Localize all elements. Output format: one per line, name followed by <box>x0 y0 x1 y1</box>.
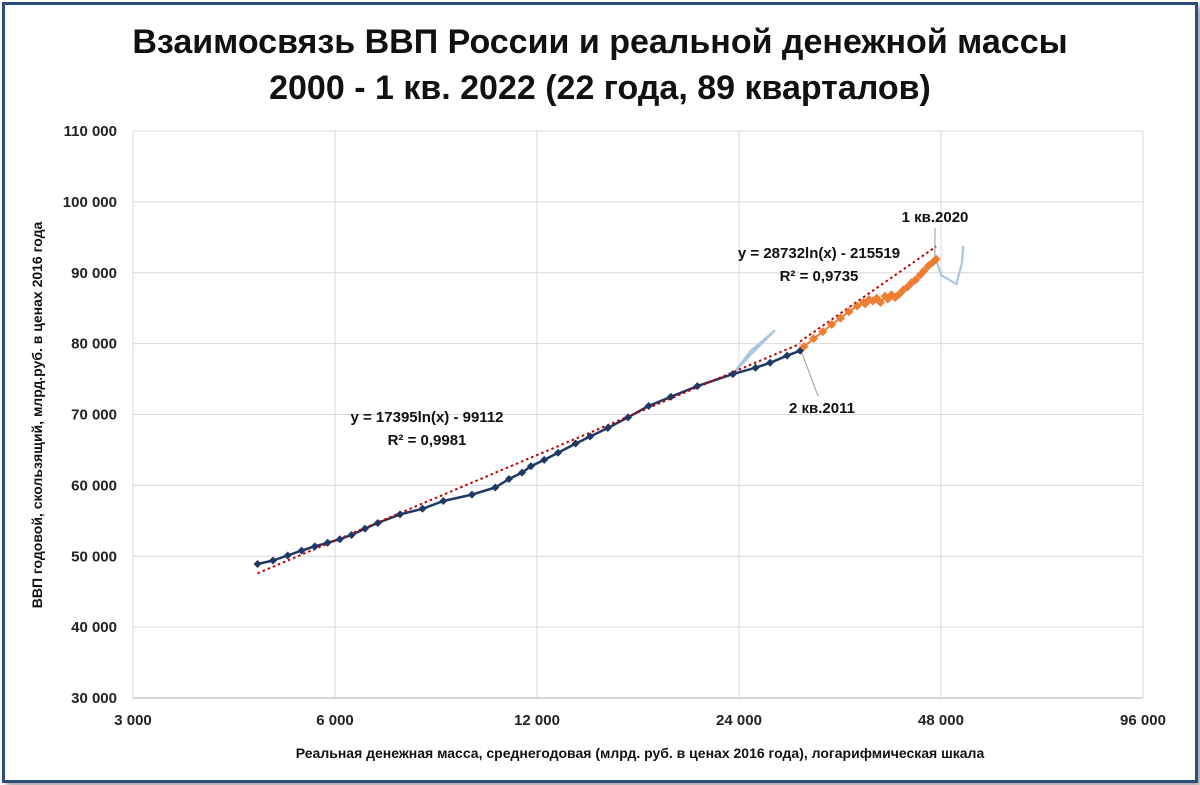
trend1-equation: y = 17395ln(x) - 99112 <box>350 409 503 426</box>
trend1-r2: R² = 0,9981 <box>388 432 467 449</box>
y-tick-label: 110 000 <box>64 123 117 140</box>
data-point <box>268 556 277 565</box>
data-point <box>396 510 405 519</box>
y-tick-label: 30 000 <box>71 690 117 707</box>
data-point <box>439 496 448 505</box>
data-point <box>540 455 549 464</box>
data-point <box>467 490 476 499</box>
chart-title: Взаимосвязь ВВП России и реальной денежн… <box>132 23 1068 61</box>
callout-loop <box>732 329 776 375</box>
data-point <box>373 518 382 527</box>
y-tick-label: 80 000 <box>71 336 117 353</box>
annotation-q1-2020: 1 кв.2020 <box>902 209 969 226</box>
y-tick-label: 50 000 <box>71 548 117 565</box>
data-point <box>852 301 862 311</box>
data-point <box>518 468 527 477</box>
data-point <box>827 319 837 329</box>
data-point <box>911 275 921 285</box>
x-axis-label: Реальная денежная масса, среднегодовая (… <box>296 745 985 761</box>
data-point <box>253 560 262 569</box>
data-point <box>526 462 535 471</box>
x-tick-label: 6 000 <box>316 712 354 729</box>
data-point <box>586 432 595 441</box>
x-tick-label: 12 000 <box>514 712 560 729</box>
data-point <box>818 327 828 337</box>
data-point <box>644 401 653 410</box>
data-point <box>323 538 332 547</box>
gridlines <box>132 130 1144 699</box>
y-tick-label: 40 000 <box>71 619 117 636</box>
y-tick-label: 60 000 <box>71 477 117 494</box>
data-point <box>603 423 612 432</box>
data-point <box>666 392 675 401</box>
data-point <box>783 351 792 360</box>
data-point <box>844 307 854 317</box>
trend2-equation: y = 28732ln(x) - 215519 <box>738 245 900 262</box>
data-point <box>728 370 737 379</box>
data-point <box>418 504 427 513</box>
x-tick-label: 96 000 <box>1120 712 1166 729</box>
data-point <box>624 413 633 422</box>
data-point <box>283 551 292 560</box>
series-line-1 <box>257 349 801 566</box>
y-tick-label: 90 000 <box>71 265 117 282</box>
data-point <box>571 439 580 448</box>
y-tick-label: 100 000 <box>63 194 117 211</box>
callout-shapes <box>732 227 965 397</box>
data-point <box>836 313 846 323</box>
data-point <box>799 341 809 351</box>
data-point <box>766 358 775 367</box>
data-point <box>751 363 760 372</box>
x-tick-label: 3 000 <box>114 712 152 729</box>
data-point <box>931 254 941 264</box>
data-point <box>491 483 500 492</box>
callout-loop <box>935 245 965 286</box>
y-tick-label: 70 000 <box>71 407 117 424</box>
data-point <box>554 448 563 457</box>
x-tick-label: 24 000 <box>716 712 762 729</box>
y-axis-label: ВВП годовой, скользящий, млрд.руб. в цен… <box>29 222 45 609</box>
data-point <box>919 266 929 276</box>
data-point <box>809 334 819 344</box>
data-point <box>297 546 306 555</box>
leader-line-q2-2011 <box>800 350 819 397</box>
series-markers <box>253 254 941 569</box>
chart-subtitle: 2000 - 1 кв. 2022 (22 года, 89 кварталов… <box>269 69 931 107</box>
data-point <box>347 530 356 539</box>
data-point <box>693 382 702 391</box>
data-point <box>504 474 513 483</box>
data-point <box>875 298 885 308</box>
data-point <box>360 524 369 533</box>
data-point <box>335 535 344 544</box>
trendlines <box>257 245 937 575</box>
trend2-r2: R² = 0,9735 <box>780 268 859 285</box>
trendline-1 <box>257 342 801 575</box>
data-point <box>860 299 870 309</box>
data-point <box>310 542 319 551</box>
x-tick-label: 48 000 <box>918 712 964 729</box>
annotation-q2-2011: 2 кв.2011 <box>789 400 855 417</box>
axes: 30 000 40 000 50 000 60 000 70 000 80 000 90 0… <box>63 123 1166 729</box>
trendline-2 <box>799 245 937 343</box>
